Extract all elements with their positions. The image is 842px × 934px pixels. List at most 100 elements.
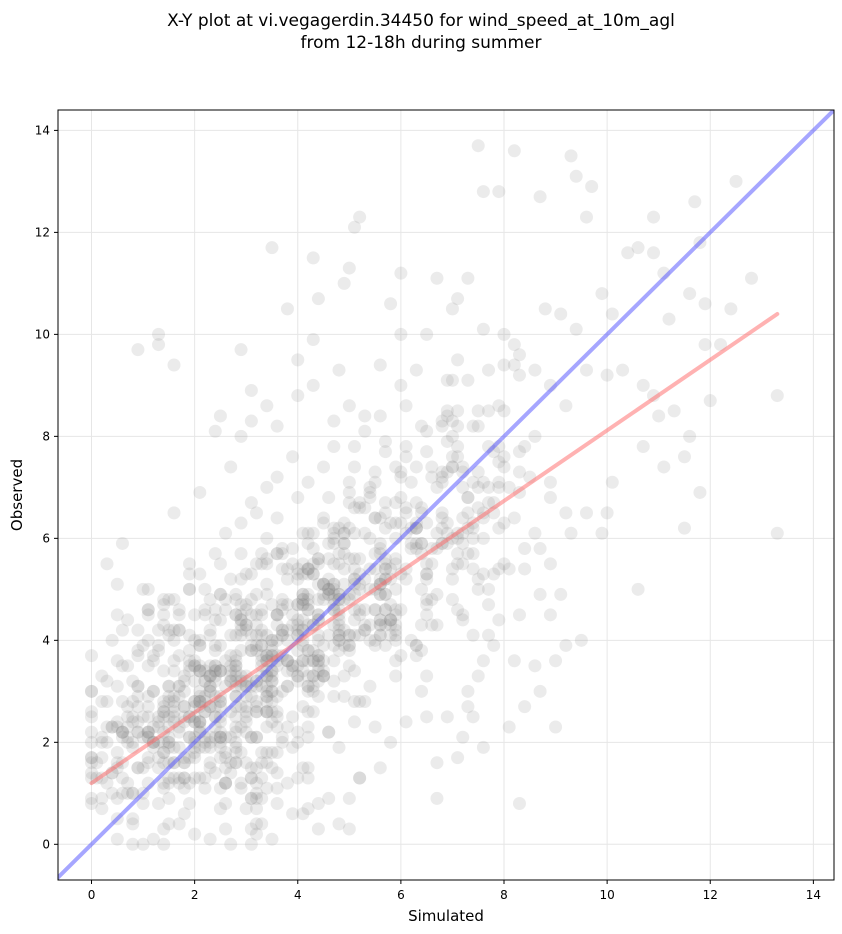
data-point [239,705,253,719]
data-point [229,710,243,724]
data-point [110,577,124,591]
data-point [445,460,459,474]
data-point [301,644,315,658]
data-point [152,710,166,724]
data-point [466,547,480,561]
data-point [384,297,398,311]
data-point [126,786,140,800]
data-point [193,715,207,729]
data-point [162,628,176,642]
data-point [389,552,403,566]
data-point [213,725,227,739]
data-point [461,506,475,520]
data-point [188,751,202,765]
y-tick-label: 14 [35,123,50,137]
data-point [569,169,583,183]
data-point [631,582,645,596]
x-tick-label: 0 [88,888,96,902]
data-point [389,654,403,668]
data-point [234,613,248,627]
data-point [296,664,310,678]
data-point [234,644,248,658]
data-point [600,506,614,520]
data-point [110,608,124,622]
data-point [270,705,284,719]
data-point [327,582,341,596]
data-point [244,593,258,607]
data-point [182,751,196,765]
data-point [126,817,140,831]
data-point [507,358,521,372]
data-point [306,705,320,719]
x-tick-label: 4 [294,888,302,902]
x-tick-label: 14 [806,888,821,902]
data-point [301,679,315,693]
data-point [244,383,258,397]
data-point [337,276,351,290]
data-point [203,669,217,683]
data-point [358,695,372,709]
data-point [533,684,547,698]
data-point [162,735,176,749]
data-point [317,664,331,678]
data-point [311,664,325,678]
data-point [301,593,315,607]
data-point [409,363,423,377]
data-point [208,730,222,744]
data-point [229,720,243,734]
data-point [528,363,542,377]
data-point [182,582,196,596]
data-point [182,730,196,744]
data-point [146,654,160,668]
data-point [384,613,398,627]
plot-area-frame [57,109,835,881]
data-point [203,761,217,775]
data-point [317,587,331,601]
data-point [270,720,284,734]
data-point [322,582,336,596]
data-point [280,654,294,668]
data-point [182,582,196,596]
data-point [244,608,258,622]
data-point [353,501,367,515]
data-point [353,582,367,596]
data-point [595,287,609,301]
data-point [507,338,521,352]
data-point [378,496,392,510]
data-point [167,740,181,754]
data-point [270,710,284,724]
data-point [234,608,248,622]
data-point [85,751,99,765]
data-point [224,730,238,744]
data-point [234,598,248,612]
data-point [121,720,135,734]
data-point [347,220,361,234]
data-point [327,638,341,652]
data-point [213,802,227,816]
data-point [327,536,341,550]
data-point [440,409,454,423]
data-point [167,506,181,520]
data-point [311,557,325,571]
data-point [167,623,181,637]
data-point [141,751,155,765]
grid [58,110,834,880]
data-point [121,730,135,744]
data-point [198,674,212,688]
data-point [193,715,207,729]
data-point [301,567,315,581]
data-point [203,832,217,846]
data-point [492,399,506,413]
data-point [291,567,305,581]
data-point [471,480,485,494]
data-point [110,715,124,729]
x-tick-label: 2 [191,888,199,902]
data-point [559,399,573,413]
data-point [208,659,222,673]
data-point [265,644,279,658]
data-point [476,185,490,199]
data-point [502,720,516,734]
data-point [255,547,269,561]
data-point [368,720,382,734]
data-point [301,705,315,719]
